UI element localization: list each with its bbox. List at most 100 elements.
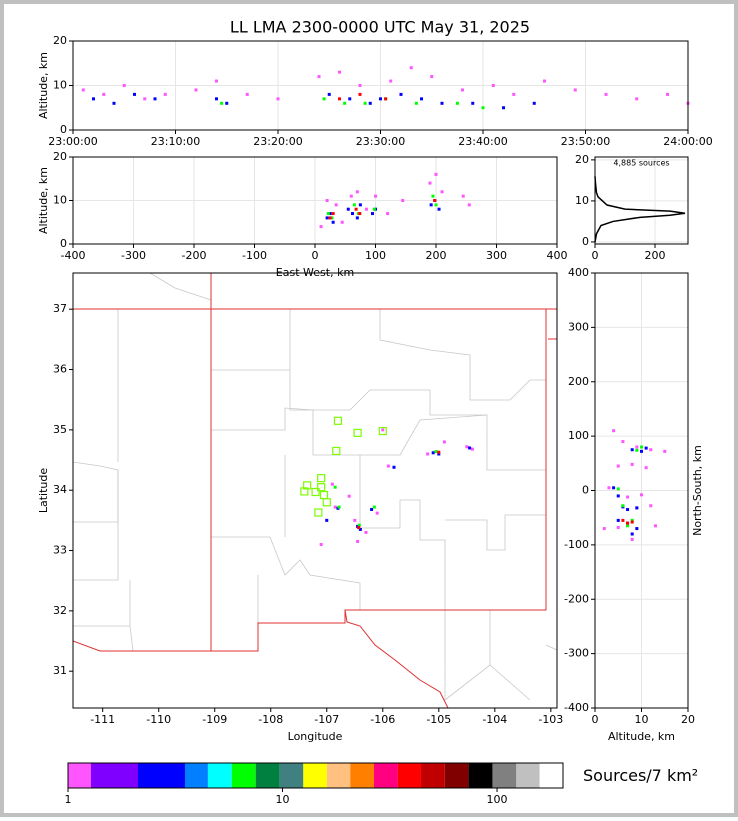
source-point <box>431 451 435 455</box>
color-bin <box>539 763 563 788</box>
source-point <box>225 101 229 105</box>
source-point <box>630 520 634 524</box>
y-tick-label: 37 <box>53 302 67 315</box>
source-point <box>328 216 332 220</box>
source-point <box>153 97 157 101</box>
source-point <box>163 92 167 96</box>
source-point <box>333 485 337 489</box>
source-point <box>502 106 505 110</box>
source-point <box>370 212 374 216</box>
source-point <box>426 452 430 456</box>
plot-frame <box>72 272 558 709</box>
plot-frame <box>72 156 558 245</box>
source-point <box>338 70 341 74</box>
color-bin <box>68 763 91 788</box>
source-point <box>607 486 611 490</box>
source-point <box>468 446 472 450</box>
y-tick-label: 0 <box>582 484 589 497</box>
source-point <box>616 487 620 491</box>
source-point <box>626 508 630 512</box>
x-tick-label: 23:40:00 <box>458 135 507 148</box>
x-tick-label: 23:50:00 <box>561 135 610 148</box>
x-tick-label: 400 <box>547 249 568 262</box>
source-point <box>338 97 341 101</box>
x-tick-label: -103 <box>538 713 563 726</box>
y-tick-label: -300 <box>564 647 589 660</box>
station-marker <box>311 487 320 497</box>
source-point <box>630 537 634 541</box>
source-point <box>348 97 352 101</box>
source-point <box>399 92 403 96</box>
y-tick-label: 31 <box>53 664 67 677</box>
source-point <box>666 92 669 96</box>
source-point <box>626 495 630 499</box>
source-point <box>112 101 116 105</box>
x-tick-label: -107 <box>314 713 339 726</box>
y-tick-label: 20 <box>53 34 67 47</box>
y-tick-label: 0 <box>60 237 67 250</box>
color-bin <box>326 763 351 788</box>
x-tick-label: 100 <box>365 249 386 262</box>
color-bin <box>374 763 398 788</box>
x-tick-label: -110 <box>146 713 171 726</box>
color-bin <box>468 763 493 788</box>
source-point <box>630 532 634 536</box>
source-point <box>437 452 441 456</box>
station-marker <box>317 474 326 483</box>
source-point <box>379 97 382 101</box>
station-marker <box>353 428 362 437</box>
x-tick-label: 100 <box>487 793 508 806</box>
x-tick-label: 200 <box>645 249 666 262</box>
source-point <box>649 504 653 508</box>
source-point <box>420 97 423 101</box>
source-point <box>442 440 446 444</box>
source-point <box>602 527 606 531</box>
source-point <box>630 518 634 522</box>
color-bin <box>516 763 540 788</box>
plot-frame <box>594 156 689 245</box>
color-bin <box>279 763 304 788</box>
source-point <box>326 212 330 216</box>
source-point <box>331 212 335 216</box>
source-point <box>437 450 441 454</box>
source-point <box>194 88 198 92</box>
source-point <box>356 539 360 543</box>
source-point <box>430 75 434 79</box>
y-axis-label: North-South, km <box>691 445 704 536</box>
source-point <box>340 220 344 224</box>
y-tick-label: 10 <box>575 194 589 207</box>
x-tick-label: -106 <box>370 713 395 726</box>
source-point <box>440 101 444 105</box>
source-point <box>630 462 634 466</box>
x-tick-label: 0 <box>592 249 599 262</box>
source-point <box>368 101 372 105</box>
source-point <box>357 526 361 530</box>
y-tick-label: 34 <box>53 483 67 496</box>
x-tick-label: 20 <box>681 713 695 726</box>
source-point <box>437 207 441 211</box>
y-tick-label: 100 <box>568 429 589 442</box>
x-tick-label: 0 <box>312 249 319 262</box>
source-point <box>143 97 147 101</box>
y-tick-label: 400 <box>568 266 589 279</box>
x-tick-label: 10 <box>635 713 649 726</box>
source-point <box>358 527 362 531</box>
source-point <box>604 92 608 96</box>
source-point <box>102 92 106 96</box>
source-point <box>640 445 643 449</box>
x-tick-label: -104 <box>482 713 507 726</box>
source-point <box>381 428 385 432</box>
x-tick-label: -105 <box>426 713 451 726</box>
annotation: 4,885 sources <box>613 159 669 168</box>
source-point <box>331 220 335 224</box>
source-point <box>325 518 329 522</box>
y-axis-label: Altitude, km <box>37 167 50 234</box>
source-point <box>330 216 334 220</box>
source-point <box>663 449 667 453</box>
source-point <box>355 190 359 194</box>
source-point <box>358 203 362 207</box>
source-point <box>414 101 418 105</box>
source-point <box>434 172 438 176</box>
y-tick-label: 32 <box>53 604 67 617</box>
source-point <box>621 504 625 508</box>
